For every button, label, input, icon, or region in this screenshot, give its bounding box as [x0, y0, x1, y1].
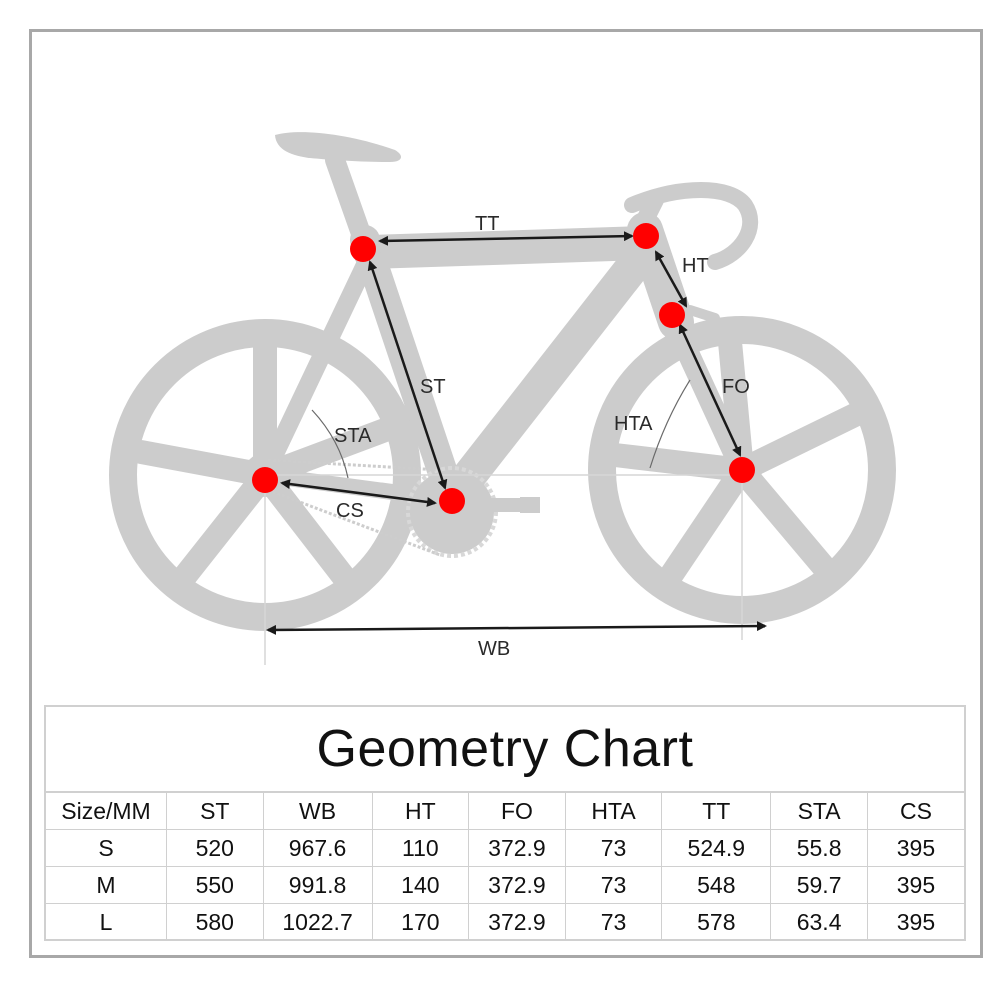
- table-header-row: Size/MM ST WB HT FO HTA TT STA CS: [46, 793, 964, 830]
- geometry-table: Size/MM ST WB HT FO HTA TT STA CS S 520 …: [46, 793, 964, 940]
- table-row: M 550 991.8 140 372.9 73 548 59.7 395: [46, 866, 964, 904]
- rear-axle-point: [252, 467, 278, 493]
- column-header-ht: HT: [371, 793, 470, 830]
- geometry-chart: Geometry Chart Size/MM ST WB HT FO HTA T…: [44, 705, 966, 941]
- column-header-st: ST: [166, 793, 264, 830]
- tt-arrow: [378, 231, 634, 246]
- head-tube-bottom-point: [659, 302, 685, 328]
- table-cell: 110: [371, 829, 470, 867]
- table-cell: 170: [371, 903, 470, 940]
- table-cell: 372.9: [468, 903, 566, 940]
- seat-tube-top-point: [350, 236, 376, 262]
- table-cell: 548: [661, 866, 772, 904]
- table-row: L 580 1022.7 170 372.9 73 578 63.4 395: [46, 903, 964, 940]
- table-cell: M: [46, 866, 167, 904]
- fo-arrow: [678, 323, 742, 457]
- table-cell: 991.8: [262, 866, 373, 904]
- table-cell: 73: [564, 866, 663, 904]
- table-cell: 395: [866, 829, 964, 867]
- ht-arrow: [654, 250, 688, 308]
- column-header-tt: TT: [661, 793, 772, 830]
- reference-lines: [264, 474, 750, 665]
- column-header-wb: WB: [262, 793, 373, 830]
- label-ht: HT: [682, 255, 709, 277]
- table-cell: 140: [371, 866, 470, 904]
- table-cell: 59.7: [770, 866, 868, 904]
- table-cell: 395: [866, 903, 964, 940]
- label-wb: WB: [478, 638, 510, 660]
- table-cell: S: [46, 829, 167, 867]
- chart-title: Geometry Chart: [46, 707, 964, 793]
- column-header-size: Size/MM: [46, 793, 167, 830]
- cs-arrow: [280, 479, 437, 507]
- bottom-bracket-point: [439, 488, 465, 514]
- label-fo: FO: [722, 376, 750, 398]
- table-cell: 1022.7: [262, 903, 373, 940]
- front-axle-point: [729, 457, 755, 483]
- st-arrow: [367, 260, 448, 490]
- table-cell: 372.9: [468, 829, 566, 867]
- crankset: [406, 466, 540, 558]
- table-cell: 550: [166, 866, 264, 904]
- table-cell: 395: [866, 866, 964, 904]
- table-cell: 967.6: [262, 829, 373, 867]
- label-cs: CS: [336, 500, 364, 522]
- table-cell: 73: [564, 829, 663, 867]
- table-cell: 520: [166, 829, 264, 867]
- table-cell: 524.9: [661, 829, 772, 867]
- table-cell: 372.9: [468, 866, 566, 904]
- table-row: S 520 967.6 110 372.9 73 524.9 55.8 395: [46, 829, 964, 867]
- head-tube-top-point: [633, 223, 659, 249]
- table-cell: 63.4: [770, 903, 868, 940]
- saddle: [275, 132, 402, 162]
- table-cell: 55.8: [770, 829, 868, 867]
- label-tt: TT: [475, 213, 499, 235]
- table-cell: 73: [564, 903, 663, 940]
- table-cell: L: [46, 903, 167, 940]
- bike-geometry-diagram: TT HT ST FO STA HTA CS WB: [109, 132, 896, 665]
- label-hta: HTA: [614, 413, 653, 435]
- column-header-fo: FO: [468, 793, 566, 830]
- measurement-points: [252, 223, 755, 514]
- label-st: ST: [420, 376, 446, 398]
- label-sta: STA: [334, 425, 372, 447]
- table-cell: 578: [661, 903, 772, 940]
- column-header-sta: STA: [770, 793, 868, 830]
- wb-arrow: [266, 621, 767, 635]
- table-cell: 580: [166, 903, 264, 940]
- column-header-hta: HTA: [564, 793, 663, 830]
- column-header-cs: CS: [866, 793, 964, 830]
